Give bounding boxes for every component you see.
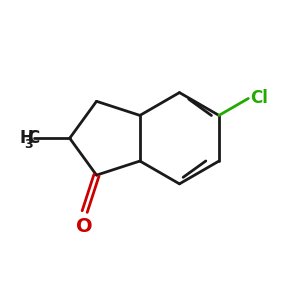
Text: H: H: [19, 129, 33, 147]
Text: Cl: Cl: [250, 89, 268, 107]
Text: C: C: [27, 129, 40, 147]
Text: O: O: [76, 217, 93, 236]
Text: 3: 3: [24, 138, 33, 151]
